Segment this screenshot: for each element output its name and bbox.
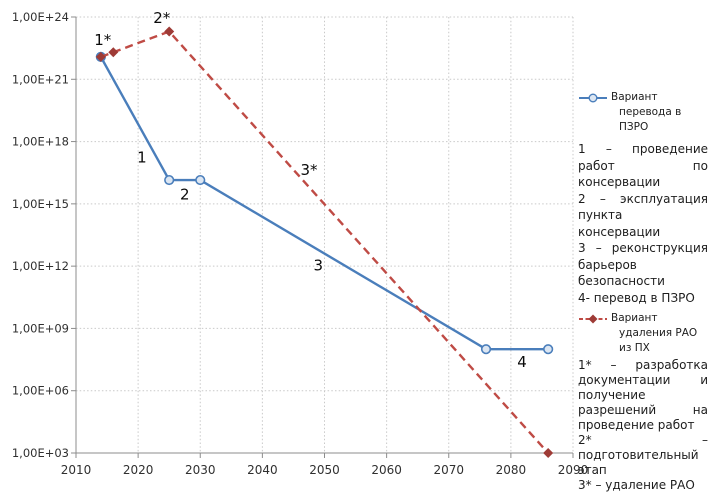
data-point-circle [164,174,175,186]
legend-note-3-star: 3* – удаление РАО [578,478,695,492]
data-point-diamond [108,47,119,58]
data-point-diamond [95,51,106,62]
legend-red-dashed-diamond-icon [579,314,607,324]
point-label-2*: 2* [153,9,171,27]
y-tick-label: 1,00E+06 [12,384,69,398]
legend-note-3: 3 – реконструкция барьеров безопасности [578,241,708,288]
x-tick-label: 2030 [185,463,216,477]
legend-note-1-star: 1* – разработка документации и получение… [578,358,708,432]
legend: Вариант перевода в ПЗРО 1 – проведение р… [578,90,708,493]
x-tick-label: 2040 [247,463,278,477]
y-tick-label: 1,00E+21 [12,72,69,86]
x-tick-label: 2080 [496,463,527,477]
legend-note-4: 4- перевод в ПЗРО [578,290,695,305]
x-tick-label: 2020 [123,463,154,477]
legend-note-2: 2 – эксплуатация пункта консервации [578,191,708,239]
legend-entry-udalenie-rao: Вариант удаления РАО из ПХ [578,311,708,356]
x-tick-label: 2050 [309,463,340,477]
y-tick-label: 1,00E+18 [12,135,69,149]
x-tick-label: 2010 [61,463,92,477]
point-label-2: 2 [180,186,190,204]
data-point-circle [195,174,206,186]
x-tick-label: 2090 [558,463,589,477]
series-line-1 [100,30,550,454]
legend-notes-udalenie: 1* – разработка документации и получение… [578,358,708,493]
legend-label-perevod-pzro: Вариант перевода в ПЗРО [611,91,682,133]
x-tick-label: 2070 [433,463,464,477]
legend-label-udalenie-rao: Вариант удаления РАО из ПХ [611,312,698,354]
point-label-1: 1 [137,148,147,166]
point-label-3: 3 [314,256,324,274]
legend-key-diamond [588,314,598,324]
y-tick-label: 1,00E+12 [12,259,69,273]
legend-entry-perevod-pzro: Вариант перевода в ПЗРО [578,90,708,135]
data-point-diamond [164,26,175,37]
x-tick-label: 2060 [371,463,402,477]
legend-blue-line-circle-icon [579,93,607,103]
point-label-1*: 1* [94,31,112,49]
legend-note-1: 1 – проведение работ по консервации [578,142,708,189]
data-point-circle [543,344,554,355]
point-label-3*: 3* [300,161,318,179]
y-tick-label: 1,00E+24 [12,10,69,24]
data-point-circle [480,344,492,355]
y-tick-label: 1,00E+15 [12,197,69,211]
legend-key-circle [588,93,598,103]
legend-notes-perevod: 1 – проведение работ по консервации 2 – … [578,141,708,306]
y-tick-label: 1,00E+09 [12,321,69,335]
point-label-4: 4 [517,353,527,371]
legend-note-2-star: 2* – подготовительный этап [578,433,708,477]
y-tick-label: 1,00E+03 [12,446,69,460]
data-point-diamond [543,448,554,458]
